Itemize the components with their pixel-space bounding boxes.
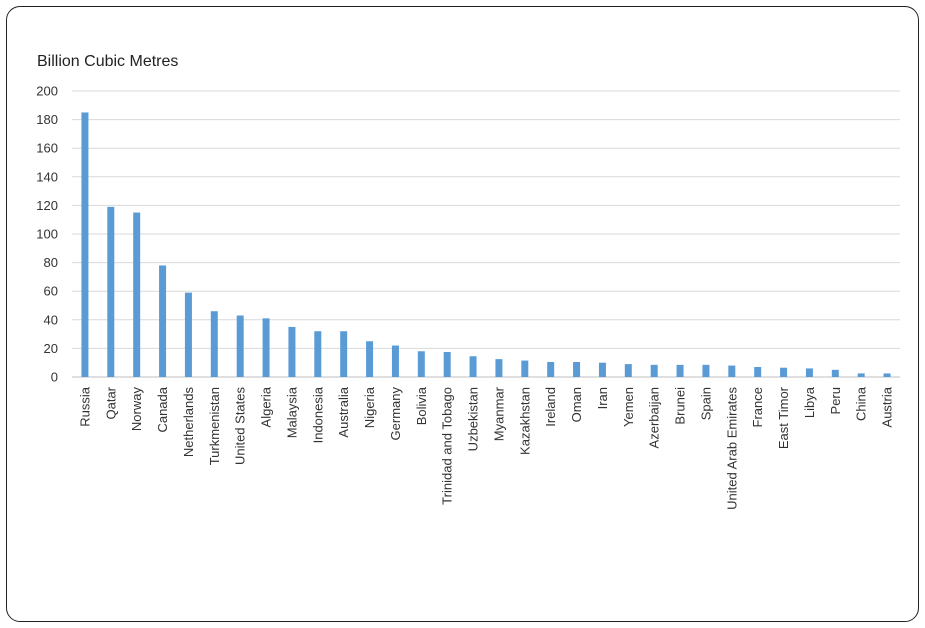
bars: [81, 112, 891, 377]
bar: [702, 364, 710, 377]
x-tick-label: Canada: [155, 386, 170, 432]
y-tick-label: 120: [36, 198, 58, 213]
bar: [831, 369, 839, 377]
bar: [469, 356, 477, 377]
x-tick-label: Australia: [336, 386, 351, 437]
y-tick-label: 0: [51, 370, 58, 385]
x-tick-label: Turkmenistan: [207, 387, 222, 465]
x-tick-label: Germany: [388, 387, 403, 441]
x-tick-label: Iran: [595, 387, 610, 409]
bar: [573, 361, 581, 377]
bar: [262, 318, 270, 377]
x-tick-label: Myanmar: [491, 386, 506, 441]
bar: [210, 311, 218, 377]
x-tick-label: Uzbekistan: [466, 387, 481, 451]
x-tick-label: France: [750, 387, 765, 427]
x-tick-label: Trinidad and Tobago: [440, 387, 455, 505]
x-tick-label: Bolivia: [414, 386, 429, 425]
x-tick-label: United States: [233, 387, 248, 466]
x-tick-label: Austria: [880, 386, 895, 427]
bar: [81, 112, 89, 377]
bar: [857, 373, 865, 377]
x-tick-label: Kazakhstan: [517, 387, 532, 455]
y-tick-label: 60: [44, 284, 58, 299]
bar: [624, 364, 632, 377]
y-tick-label: 160: [36, 141, 58, 156]
y-tick-label: 100: [36, 227, 58, 242]
x-tick-label: Netherlands: [181, 387, 196, 458]
bar: [417, 351, 425, 377]
bar: [314, 331, 322, 377]
bar: [236, 315, 244, 377]
bar: [340, 331, 348, 377]
chart-frame: [6, 6, 919, 622]
bar: [754, 366, 762, 377]
x-tick-label: Ireland: [543, 387, 558, 427]
bar: [728, 365, 736, 377]
x-tick-label: Brunei: [673, 387, 688, 425]
x-tick-label: China: [854, 386, 869, 421]
bar: [133, 212, 141, 377]
x-tick-label: Indonesia: [310, 386, 325, 443]
x-tick-label: Algeria: [259, 386, 274, 427]
bar: [366, 341, 374, 377]
x-tick-label: Nigeria: [362, 386, 377, 428]
x-tick-label: Oman: [569, 387, 584, 422]
y-axis-ticks: 0 20 40 60 80 100 120 140 160 180 200: [36, 84, 58, 385]
y-tick-label: 80: [44, 255, 58, 270]
bar: [391, 345, 399, 377]
y-tick-label: 200: [36, 84, 58, 99]
x-tick-label: Malaysia: [284, 386, 299, 438]
x-tick-label: Libya: [802, 386, 817, 418]
x-tick-label: Qatar: [103, 386, 118, 419]
x-tick-label: Yemen: [621, 387, 636, 427]
x-tick-label: Azerbaijan: [647, 387, 662, 448]
x-tick-label: East Timor: [776, 386, 791, 449]
x-tick-label: Spain: [698, 387, 713, 420]
x-axis-ticks: Russia Qatar Norway Canada Netherlands Turkme…: [77, 386, 894, 510]
bar: [650, 364, 658, 377]
bar: [443, 351, 451, 377]
bar: [288, 326, 296, 377]
bar: [547, 361, 555, 377]
bar: [184, 292, 192, 377]
bar: [780, 367, 788, 377]
bar: [107, 206, 115, 377]
bar: [805, 368, 813, 377]
y-tick-label: 140: [36, 169, 58, 184]
bar: [598, 362, 606, 377]
x-tick-label: Russia: [77, 386, 92, 427]
bar: [676, 364, 684, 377]
y-tick-label: 180: [36, 112, 58, 127]
x-tick-label: Peru: [828, 387, 843, 414]
y-tick-label: 40: [44, 312, 58, 327]
y-tick-label: 20: [44, 341, 58, 356]
x-tick-label: Norway: [129, 387, 144, 432]
bar: [495, 359, 503, 377]
y-axis-unit-label: Billion Cubic Metres: [37, 53, 178, 70]
gridlines: [72, 90, 900, 378]
bar: [159, 265, 167, 377]
x-tick-label: United Arab Emirates: [724, 387, 739, 510]
bar: [883, 373, 891, 377]
bar: [521, 360, 529, 377]
